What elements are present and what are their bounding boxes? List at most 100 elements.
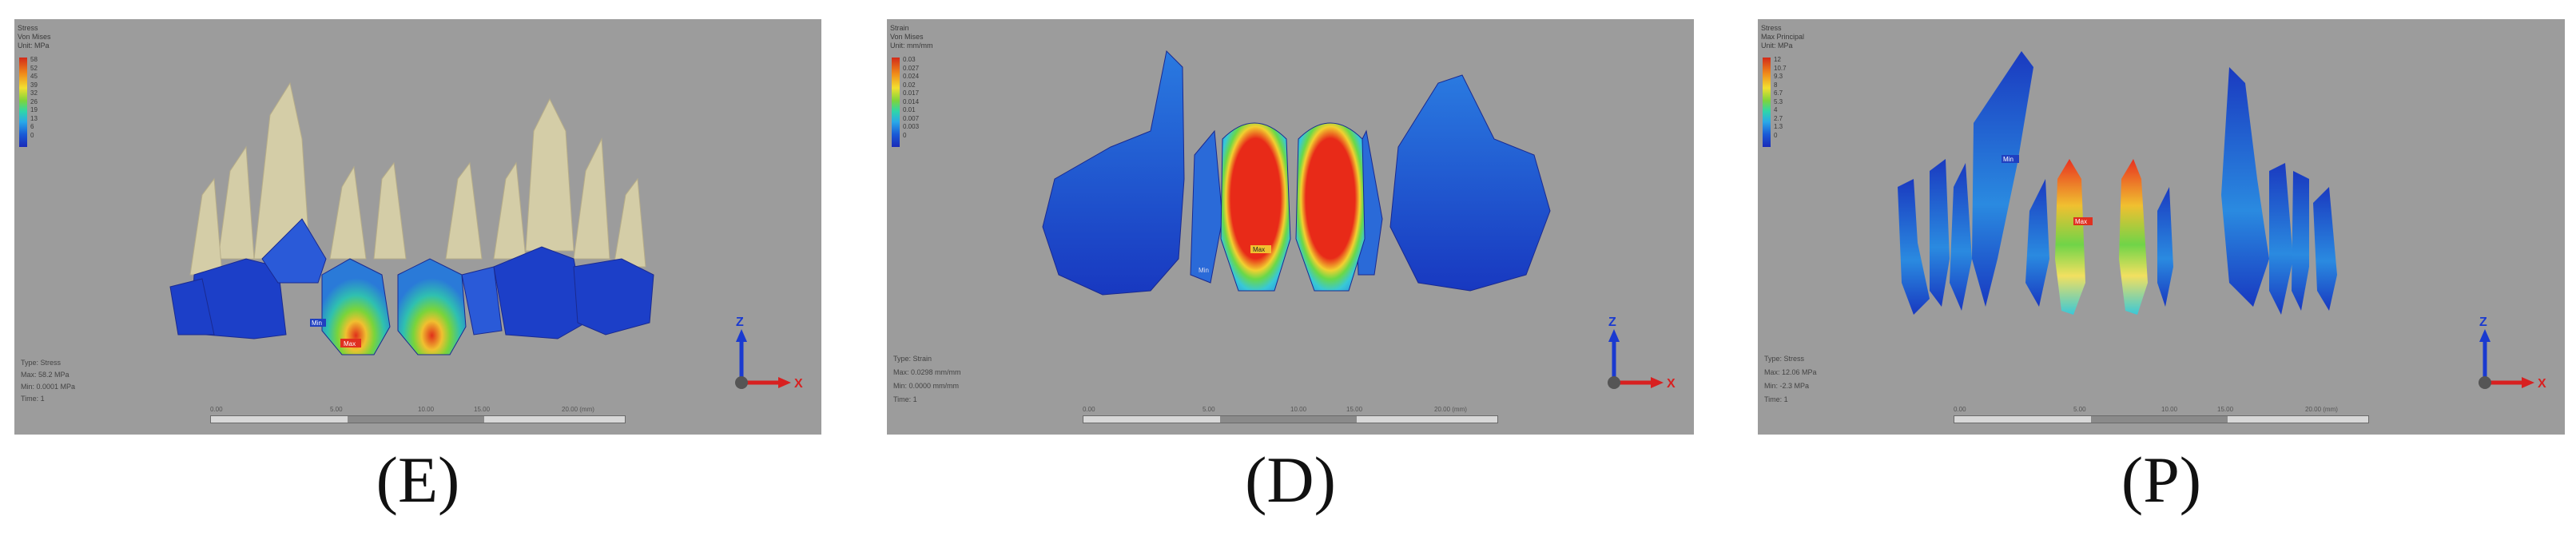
legend-tick: 8 — [1774, 81, 1778, 89]
axis-triad-icon: Z X — [735, 316, 803, 391]
fea-viewport[interactable]: Stress Max Principal Unit: MPa 12 10.7 9… — [1758, 19, 2565, 435]
legend-tick: 39 — [30, 81, 38, 89]
axis-x-label: X — [794, 377, 803, 391]
legend-ticks: 12 10.7 9.3 8 6.7 5.3 4 2.7 1.3 0 — [1774, 56, 1798, 149]
legend-tick: 0 — [1774, 131, 1778, 139]
scale-label: 20.00 (mm) — [562, 406, 594, 413]
panel-caption: (D) — [1245, 443, 1336, 516]
legend-tick: 0.017 — [903, 89, 920, 97]
scale-label: 10.00 — [2161, 406, 2178, 413]
max-marker — [1250, 245, 1271, 253]
color-legend-bar — [892, 58, 900, 147]
scale-label: 10.00 — [1290, 406, 1307, 413]
axis-x-label: X — [1667, 377, 1676, 391]
axis-z-label: Z — [2479, 316, 2487, 329]
scale-label: 5.00 — [330, 406, 343, 413]
legend-tick: 9.3 — [1774, 73, 1783, 80]
panel-p: Stress Max Principal Unit: MPa 12 10.7 9… — [1758, 0, 2565, 536]
scale-bar: 0.00 5.00 10.00 15.00 20.00 (mm) — [1083, 406, 1498, 430]
legend-tick: 5.3 — [1774, 97, 1783, 105]
min-marker-label: Min — [1199, 267, 1209, 274]
legend-tick: 1.3 — [1774, 123, 1783, 130]
scale-bar-graphic — [210, 415, 626, 423]
scale-label: 0.00 — [1083, 406, 1095, 413]
max-marker-label: Max — [1253, 246, 1265, 253]
legend-tick: 26 — [30, 97, 38, 105]
info-line: Type: Stress — [21, 359, 62, 367]
min-marker — [310, 319, 326, 327]
fea-viewport[interactable]: Strain Von Mises Unit: mm/mm 0.03 0.027 … — [887, 19, 1694, 435]
legend-tick: 19 — [30, 106, 38, 113]
info-line: Min: -2.3 MPa — [1764, 382, 1810, 390]
legend-tick: 0.02 — [903, 81, 916, 89]
info-line: Time: 1 — [1764, 395, 1788, 403]
info-line: Type: Stress — [1764, 355, 1805, 363]
scale-label: 0.00 — [210, 406, 223, 413]
legend-tick: 0.014 — [903, 97, 920, 105]
panel-caption: (E) — [376, 443, 460, 516]
min-marker — [2002, 155, 2019, 163]
legend-tick: 52 — [30, 64, 38, 72]
scale-label: 15.00 — [2217, 406, 2234, 413]
legend-tick: 32 — [30, 89, 38, 97]
info-line: Max: 0.0298 mm/mm — [893, 368, 961, 376]
max-marker — [2073, 217, 2093, 225]
max-marker-label: Max — [344, 340, 356, 347]
scale-label: 0.00 — [1954, 406, 1966, 413]
legend-title: Strain Von Mises Unit: mm/mm — [890, 24, 933, 50]
scale-bar: 0.00 5.00 10.00 15.00 20.00 (mm) — [210, 406, 626, 430]
fea-viewport[interactable]: Stress Von Mises Unit: MPa 58 52 45 39 3… — [14, 19, 821, 435]
min-marker-label: Min — [2003, 156, 2013, 163]
info-line: Max: 58.2 MPa — [21, 371, 70, 379]
info-line: Min: 0.0000 mm/mm — [893, 382, 960, 390]
legend-tick: 58 — [30, 56, 38, 63]
axis-z-label: Z — [736, 316, 744, 329]
color-legend-bar — [1763, 58, 1771, 147]
legend-tick: 0.003 — [903, 123, 920, 130]
scale-label: 15.00 — [474, 406, 491, 413]
scale-bar: 0.00 5.00 10.00 15.00 20.00 (mm) — [1954, 406, 2369, 430]
panel-e: Stress Von Mises Unit: MPa 58 52 45 39 3… — [14, 0, 821, 536]
legend-tick: 0 — [903, 131, 907, 139]
info-line: Time: 1 — [21, 395, 45, 403]
axis-x-label: X — [2538, 377, 2546, 391]
axis-z-label: Z — [1608, 316, 1616, 329]
scale-bar-graphic — [1954, 415, 2369, 423]
axis-triad-icon: Z X — [2479, 316, 2546, 391]
legend-tick: 12 — [1774, 56, 1781, 63]
info-line: Max: 12.06 MPa — [1764, 368, 1817, 376]
tooth-model-d: Max Min — [1042, 50, 1551, 296]
info-line: Type: Strain — [893, 355, 932, 363]
legend-tick: 10.7 — [1774, 64, 1787, 72]
tooth-model-e: Max Min — [169, 81, 654, 355]
color-legend-bar — [19, 58, 27, 147]
legend-tick: 6.7 — [1774, 89, 1783, 97]
legend-ticks: 0.03 0.027 0.024 0.02 0.017 0.014 0.01 0… — [903, 56, 927, 149]
max-marker-label: Max — [2075, 218, 2087, 225]
legend-tick: 0.01 — [903, 106, 916, 113]
legend-tick: 0.007 — [903, 114, 920, 122]
scale-bar-graphic — [1083, 415, 1498, 423]
legend-tick: 0.027 — [903, 64, 920, 72]
legend-title: Stress Max Principal Unit: MPa — [1761, 24, 1805, 50]
panel-d: Strain Von Mises Unit: mm/mm 0.03 0.027 … — [887, 0, 1694, 536]
legend-title: Stress Von Mises Unit: MPa — [18, 24, 51, 50]
max-marker — [340, 339, 361, 347]
legend-tick: 6 — [30, 123, 34, 130]
info-line: Min: 0.0001 MPa — [21, 383, 76, 391]
scale-label: 20.00 (mm) — [1434, 406, 1467, 413]
scale-label: 15.00 — [1346, 406, 1363, 413]
info-line: Time: 1 — [893, 395, 917, 403]
legend-tick: 0.03 — [903, 56, 916, 63]
tooth-model-p: Max Min — [1898, 51, 2337, 315]
legend-tick: 13 — [30, 114, 38, 122]
scale-label: 20.00 (mm) — [2305, 406, 2338, 413]
legend-tick: 2.7 — [1774, 114, 1783, 122]
axis-triad-icon: Z X — [1608, 316, 1676, 391]
scale-label: 5.00 — [2073, 406, 2086, 413]
legend-tick: 0 — [30, 131, 34, 139]
legend-ticks: 58 52 45 39 32 26 19 13 6 0 — [30, 56, 54, 149]
scale-label: 5.00 — [1203, 406, 1215, 413]
legend-tick: 45 — [30, 73, 38, 80]
scale-label: 10.00 — [418, 406, 435, 413]
